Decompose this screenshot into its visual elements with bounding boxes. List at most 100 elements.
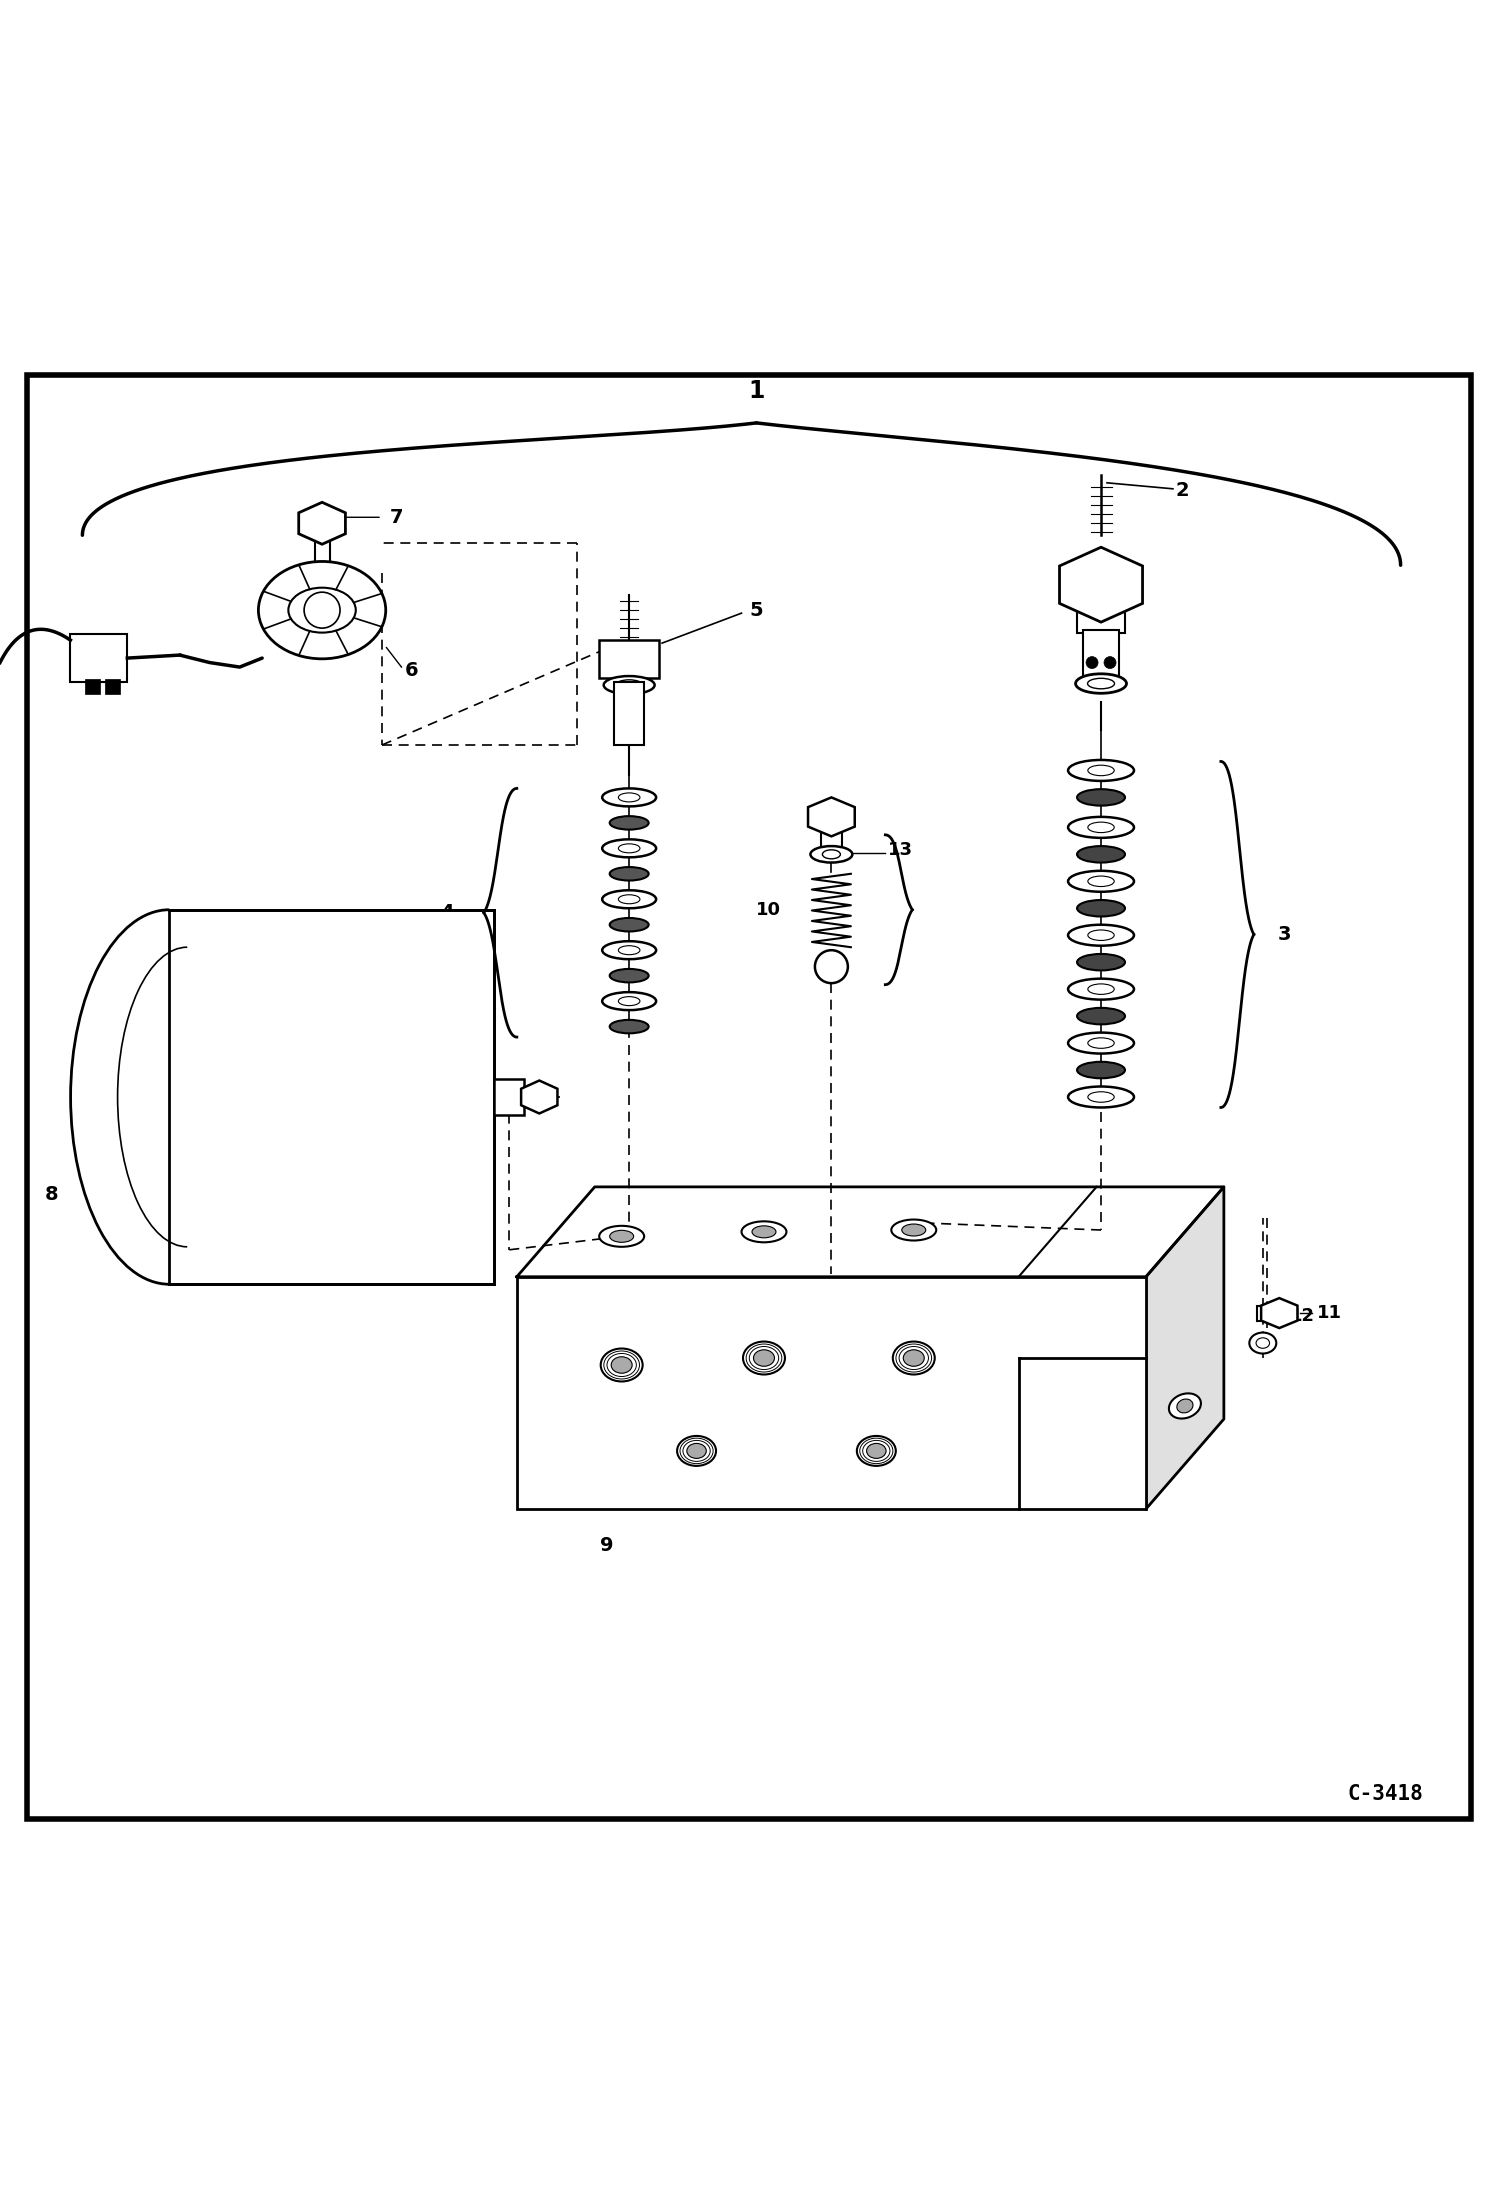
Ellipse shape bbox=[752, 1226, 776, 1237]
Ellipse shape bbox=[610, 867, 649, 880]
Ellipse shape bbox=[1077, 954, 1125, 970]
Polygon shape bbox=[1059, 546, 1143, 623]
Ellipse shape bbox=[1088, 678, 1115, 689]
Text: 1: 1 bbox=[749, 380, 764, 404]
Ellipse shape bbox=[1077, 1007, 1125, 1025]
Text: 10: 10 bbox=[755, 902, 780, 919]
Ellipse shape bbox=[288, 588, 357, 632]
Ellipse shape bbox=[610, 917, 649, 932]
Ellipse shape bbox=[1068, 924, 1134, 946]
Ellipse shape bbox=[1255, 1338, 1269, 1349]
Bar bbox=[517, 1277, 1146, 1509]
Ellipse shape bbox=[1249, 1332, 1276, 1354]
Ellipse shape bbox=[610, 1231, 634, 1242]
Ellipse shape bbox=[1088, 930, 1115, 941]
Ellipse shape bbox=[601, 1349, 643, 1382]
Text: C-3418: C-3418 bbox=[1347, 1784, 1423, 1803]
Text: 4: 4 bbox=[440, 904, 454, 921]
Ellipse shape bbox=[610, 1020, 649, 1033]
Ellipse shape bbox=[903, 1349, 924, 1367]
Ellipse shape bbox=[1088, 1038, 1115, 1049]
Ellipse shape bbox=[619, 895, 640, 904]
Ellipse shape bbox=[611, 1356, 632, 1373]
Ellipse shape bbox=[610, 970, 649, 983]
Ellipse shape bbox=[1068, 759, 1134, 781]
Ellipse shape bbox=[1168, 1393, 1201, 1420]
Bar bbox=[1257, 1305, 1279, 1321]
Ellipse shape bbox=[1077, 900, 1125, 917]
Ellipse shape bbox=[616, 680, 643, 691]
Polygon shape bbox=[1261, 1299, 1297, 1327]
Ellipse shape bbox=[1068, 1086, 1134, 1108]
Ellipse shape bbox=[1076, 674, 1126, 693]
Ellipse shape bbox=[602, 788, 656, 807]
Ellipse shape bbox=[619, 996, 640, 1005]
Ellipse shape bbox=[902, 1224, 926, 1235]
Bar bbox=[1083, 630, 1119, 678]
Ellipse shape bbox=[1068, 1033, 1134, 1053]
Ellipse shape bbox=[1088, 983, 1115, 994]
Ellipse shape bbox=[810, 847, 852, 862]
Ellipse shape bbox=[753, 1349, 774, 1367]
Ellipse shape bbox=[742, 1222, 786, 1242]
Bar bbox=[821, 816, 842, 847]
Bar bbox=[169, 911, 494, 1283]
Ellipse shape bbox=[599, 1226, 644, 1246]
Ellipse shape bbox=[1077, 1062, 1125, 1077]
Circle shape bbox=[310, 511, 334, 535]
Bar bbox=[599, 641, 659, 678]
Ellipse shape bbox=[619, 946, 640, 954]
Text: 2: 2 bbox=[1176, 480, 1189, 500]
Ellipse shape bbox=[743, 1341, 785, 1373]
Ellipse shape bbox=[1088, 875, 1115, 886]
Text: 7: 7 bbox=[389, 507, 403, 527]
Polygon shape bbox=[517, 1187, 1224, 1277]
Ellipse shape bbox=[822, 849, 840, 858]
Ellipse shape bbox=[893, 1341, 935, 1373]
Ellipse shape bbox=[1088, 766, 1115, 777]
Bar bbox=[105, 680, 120, 693]
Ellipse shape bbox=[1077, 847, 1125, 862]
Ellipse shape bbox=[602, 840, 656, 858]
Polygon shape bbox=[521, 1079, 557, 1115]
Ellipse shape bbox=[1068, 979, 1134, 1000]
Ellipse shape bbox=[1068, 871, 1134, 891]
Polygon shape bbox=[298, 502, 346, 544]
Circle shape bbox=[1261, 1308, 1273, 1319]
Ellipse shape bbox=[1088, 1093, 1115, 1101]
Bar bbox=[494, 1079, 524, 1115]
Ellipse shape bbox=[1088, 823, 1115, 832]
Circle shape bbox=[1104, 656, 1116, 669]
Polygon shape bbox=[807, 796, 855, 836]
Circle shape bbox=[821, 807, 842, 827]
Ellipse shape bbox=[891, 1220, 936, 1240]
Circle shape bbox=[304, 592, 340, 627]
Ellipse shape bbox=[1077, 790, 1125, 805]
Ellipse shape bbox=[602, 992, 656, 1009]
Bar bbox=[85, 680, 100, 693]
Ellipse shape bbox=[258, 562, 386, 658]
Text: 11: 11 bbox=[1317, 1303, 1342, 1323]
Ellipse shape bbox=[1177, 1400, 1192, 1413]
Ellipse shape bbox=[619, 845, 640, 853]
Ellipse shape bbox=[619, 792, 640, 801]
Circle shape bbox=[815, 950, 848, 983]
Text: 9: 9 bbox=[599, 1536, 614, 1556]
Ellipse shape bbox=[686, 1444, 706, 1459]
Text: 8: 8 bbox=[45, 1185, 58, 1205]
Ellipse shape bbox=[866, 1444, 887, 1459]
Ellipse shape bbox=[677, 1435, 716, 1466]
Bar bbox=[315, 533, 330, 562]
Bar bbox=[614, 682, 644, 746]
Text: 13: 13 bbox=[888, 840, 914, 858]
Polygon shape bbox=[1146, 1187, 1224, 1509]
Bar bbox=[70, 634, 127, 682]
Text: 12: 12 bbox=[1290, 1308, 1315, 1325]
Ellipse shape bbox=[602, 891, 656, 908]
Text: 3: 3 bbox=[1278, 926, 1291, 943]
Ellipse shape bbox=[602, 941, 656, 959]
Bar bbox=[1077, 603, 1125, 632]
Text: 6: 6 bbox=[404, 660, 418, 680]
Circle shape bbox=[1086, 656, 1098, 669]
Text: 5: 5 bbox=[749, 601, 762, 619]
